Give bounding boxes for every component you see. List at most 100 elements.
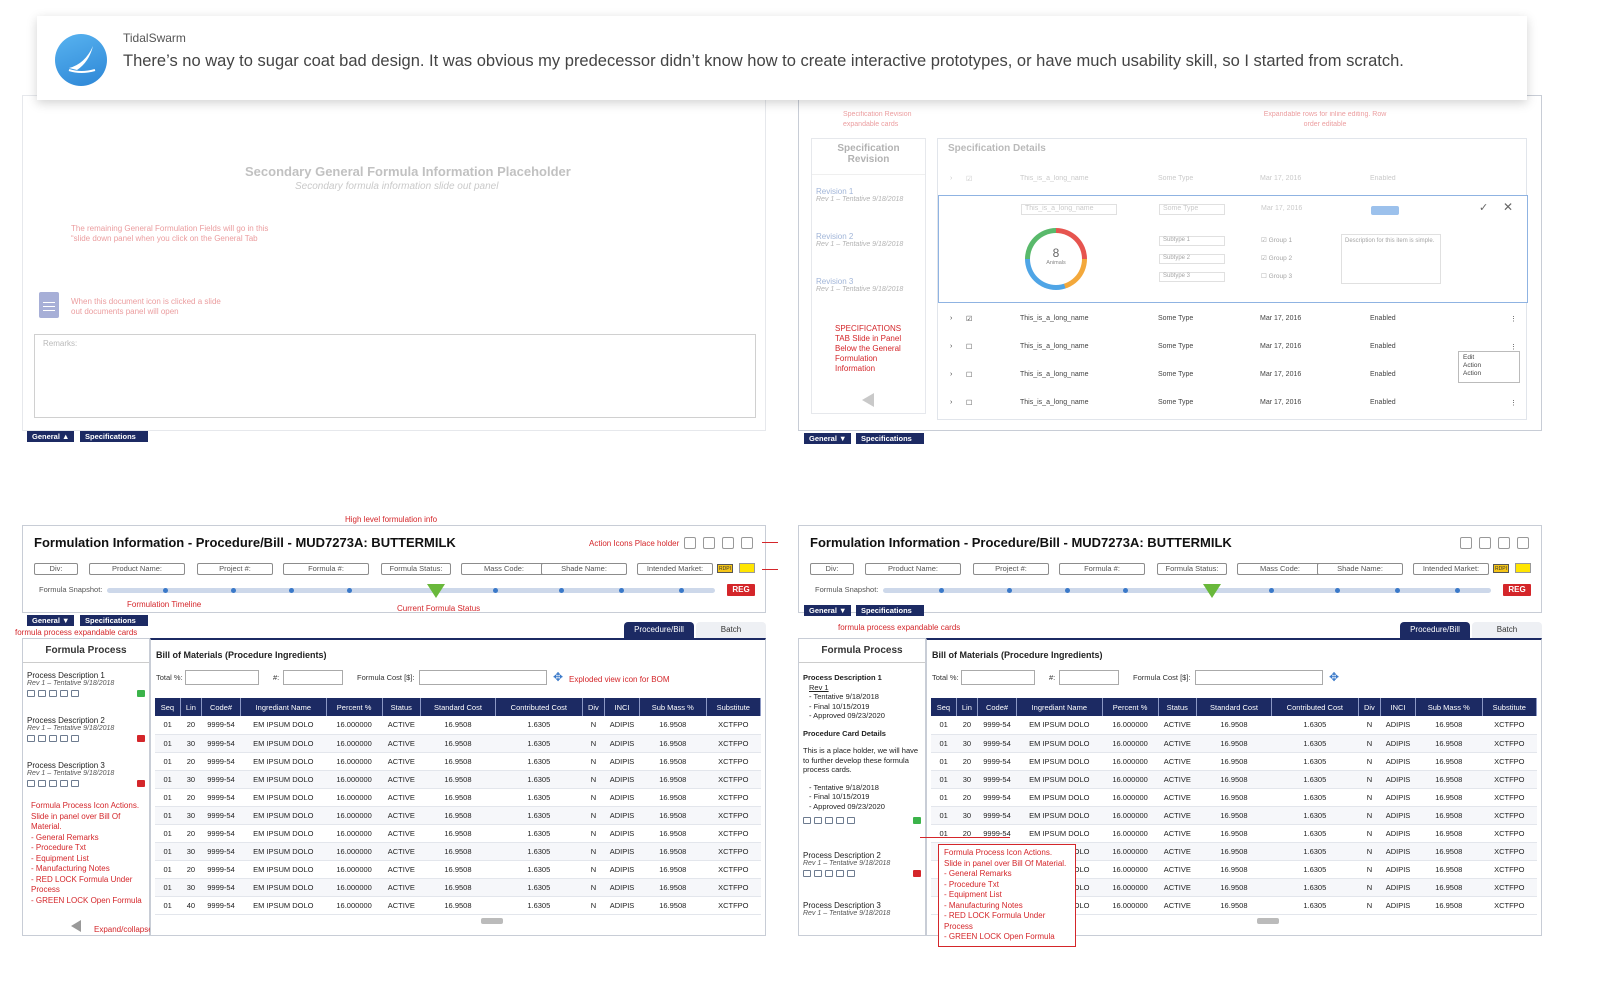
column-header[interactable]: Code# bbox=[977, 698, 1017, 716]
remarks-textarea[interactable]: Remarks: bbox=[34, 334, 756, 418]
mass-code-field[interactable]: Mass Code: bbox=[461, 563, 547, 575]
column-header[interactable]: Ingrediant Name bbox=[1016, 698, 1103, 716]
column-header[interactable]: Status bbox=[1158, 698, 1197, 716]
column-header[interactable]: Seq bbox=[155, 698, 181, 716]
tab-general[interactable]: General ▼ bbox=[804, 433, 852, 444]
exploded-view-icon[interactable]: ✥ bbox=[1329, 670, 1340, 684]
column-header[interactable]: Sub Mass % bbox=[1415, 698, 1483, 716]
intended-market-field[interactable]: Intended Market: bbox=[637, 563, 713, 575]
process-card[interactable]: Process Description 3 Rev 1 – Tentative … bbox=[803, 901, 921, 917]
product-name-field[interactable]: Product Name: bbox=[89, 563, 185, 575]
revision-card[interactable]: Revision 2 Rev 1 – Tentative 9/18/2018 bbox=[816, 232, 903, 248]
column-header[interactable]: Status bbox=[382, 698, 421, 716]
column-header[interactable]: Lin bbox=[180, 698, 203, 716]
more-icon[interactable]: ⋮ bbox=[1510, 344, 1517, 351]
reg-badge[interactable]: REG bbox=[1503, 584, 1531, 596]
timeline-point[interactable] bbox=[679, 588, 684, 593]
spec-row[interactable]: › ☐ This_is_a_long_name Some Type Mar 17,… bbox=[950, 343, 1517, 351]
timeline-point[interactable] bbox=[493, 588, 498, 593]
timeline-point[interactable] bbox=[1123, 588, 1128, 593]
tab-batch[interactable]: Batch bbox=[696, 622, 766, 638]
more-icon[interactable]: ⋮ bbox=[1510, 400, 1517, 407]
subtype-select[interactable]: Subtype 1 bbox=[1159, 236, 1225, 246]
column-header[interactable]: Seq bbox=[931, 698, 957, 716]
menu-item-action[interactable]: Action bbox=[1463, 362, 1482, 369]
action-icon[interactable] bbox=[684, 537, 696, 549]
tab-procedure-bill[interactable]: Procedure/Bill bbox=[1400, 622, 1470, 638]
group-checkbox[interactable]: ☑ Group 1 bbox=[1261, 237, 1293, 244]
description-textarea[interactable]: Description for this item is simple. bbox=[1341, 234, 1441, 284]
shade-name-field[interactable]: Shade Name: bbox=[541, 563, 627, 575]
tab-specifications[interactable]: Specifications ▲ bbox=[856, 433, 924, 452]
timeline-point[interactable] bbox=[1269, 588, 1274, 593]
cost-input[interactable] bbox=[1195, 670, 1323, 685]
column-header[interactable]: Ingrediant Name bbox=[240, 698, 327, 716]
column-header[interactable]: Sub Mass % bbox=[639, 698, 707, 716]
formula-status-field[interactable]: Formula Status: bbox=[381, 563, 451, 575]
column-header[interactable]: Contributed Cost bbox=[495, 698, 583, 716]
menu-item-edit[interactable]: Edit bbox=[1463, 354, 1475, 361]
process-action-icons[interactable] bbox=[803, 817, 921, 824]
column-header[interactable]: Substitute bbox=[1482, 698, 1538, 716]
subtype-select[interactable]: Subtype 2 bbox=[1159, 254, 1225, 264]
div-field[interactable]: Div: bbox=[810, 563, 854, 575]
total-input[interactable] bbox=[185, 670, 259, 685]
formula-number-field[interactable]: Formula #: bbox=[1059, 563, 1145, 575]
process-card[interactable]: Process Description 3 Rev 1 – Tentative … bbox=[27, 761, 145, 787]
formula-timeline[interactable] bbox=[883, 588, 1491, 593]
reg-badge[interactable]: REG bbox=[727, 584, 755, 596]
action-icon[interactable] bbox=[1479, 537, 1491, 549]
subtype-select[interactable]: Subtype 3 bbox=[1159, 272, 1225, 282]
intended-market-field[interactable]: Intended Market: bbox=[1413, 563, 1489, 575]
toggle-switch[interactable] bbox=[1371, 206, 1399, 215]
confirm-icon[interactable]: ✓ bbox=[1479, 202, 1489, 214]
column-header[interactable]: Percent % bbox=[326, 698, 383, 716]
product-name-field[interactable]: Product Name: bbox=[865, 563, 961, 575]
cost-input[interactable] bbox=[419, 670, 547, 685]
div-field[interactable]: Div: bbox=[34, 563, 78, 575]
action-icon[interactable] bbox=[722, 537, 734, 549]
shade-name-field[interactable]: Shade Name: bbox=[1317, 563, 1403, 575]
mass-code-field[interactable]: Mass Code: bbox=[1237, 563, 1323, 575]
num-input[interactable] bbox=[283, 670, 343, 685]
spec-row[interactable]: › ☑ This_is_a_long_name Some Type Mar 17,… bbox=[950, 175, 1396, 183]
timeline-point[interactable] bbox=[1335, 588, 1340, 593]
action-icon[interactable] bbox=[1517, 537, 1529, 549]
process-action-icons[interactable] bbox=[803, 870, 921, 877]
inline-name-input[interactable]: This_is_a_long_name bbox=[1021, 204, 1117, 215]
timeline-point[interactable] bbox=[619, 588, 624, 593]
spec-row[interactable]: › ☑ This_is_a_long_name Some Type Mar 17,… bbox=[950, 315, 1517, 323]
column-header[interactable]: Div bbox=[1358, 698, 1382, 716]
timeline-point[interactable] bbox=[1065, 588, 1070, 593]
rev-link[interactable]: Rev 1 bbox=[809, 682, 829, 692]
document-icon[interactable] bbox=[39, 292, 59, 318]
collapse-arrow-icon[interactable] bbox=[71, 920, 81, 932]
menu-item-action[interactable]: Action bbox=[1463, 370, 1482, 377]
formula-timeline[interactable] bbox=[107, 588, 715, 593]
close-icon[interactable]: ✕ bbox=[1503, 200, 1514, 214]
more-icon[interactable]: ⋮ bbox=[1510, 316, 1517, 323]
spec-row[interactable]: › ☐ This_is_a_long_name Some Type Mar 17,… bbox=[950, 399, 1517, 407]
project-field[interactable]: Project #: bbox=[197, 563, 273, 575]
total-input[interactable] bbox=[961, 670, 1035, 685]
tab-general[interactable]: General ▲ bbox=[27, 431, 75, 442]
tab-general[interactable]: General ▼ bbox=[27, 615, 75, 626]
spec-row[interactable]: › ☐ This_is_a_long_name Some Type Mar 17,… bbox=[950, 371, 1396, 379]
expanded-row[interactable]: This_is_a_long_name Some Type Mar 17, 20… bbox=[938, 195, 1528, 303]
timeline-point[interactable] bbox=[347, 588, 352, 593]
timeline-point[interactable] bbox=[231, 588, 236, 593]
timeline-point[interactable] bbox=[1455, 588, 1460, 593]
column-header[interactable]: Substitute bbox=[706, 698, 762, 716]
horizontal-scrollbar[interactable] bbox=[481, 918, 503, 924]
num-input[interactable] bbox=[1059, 670, 1119, 685]
